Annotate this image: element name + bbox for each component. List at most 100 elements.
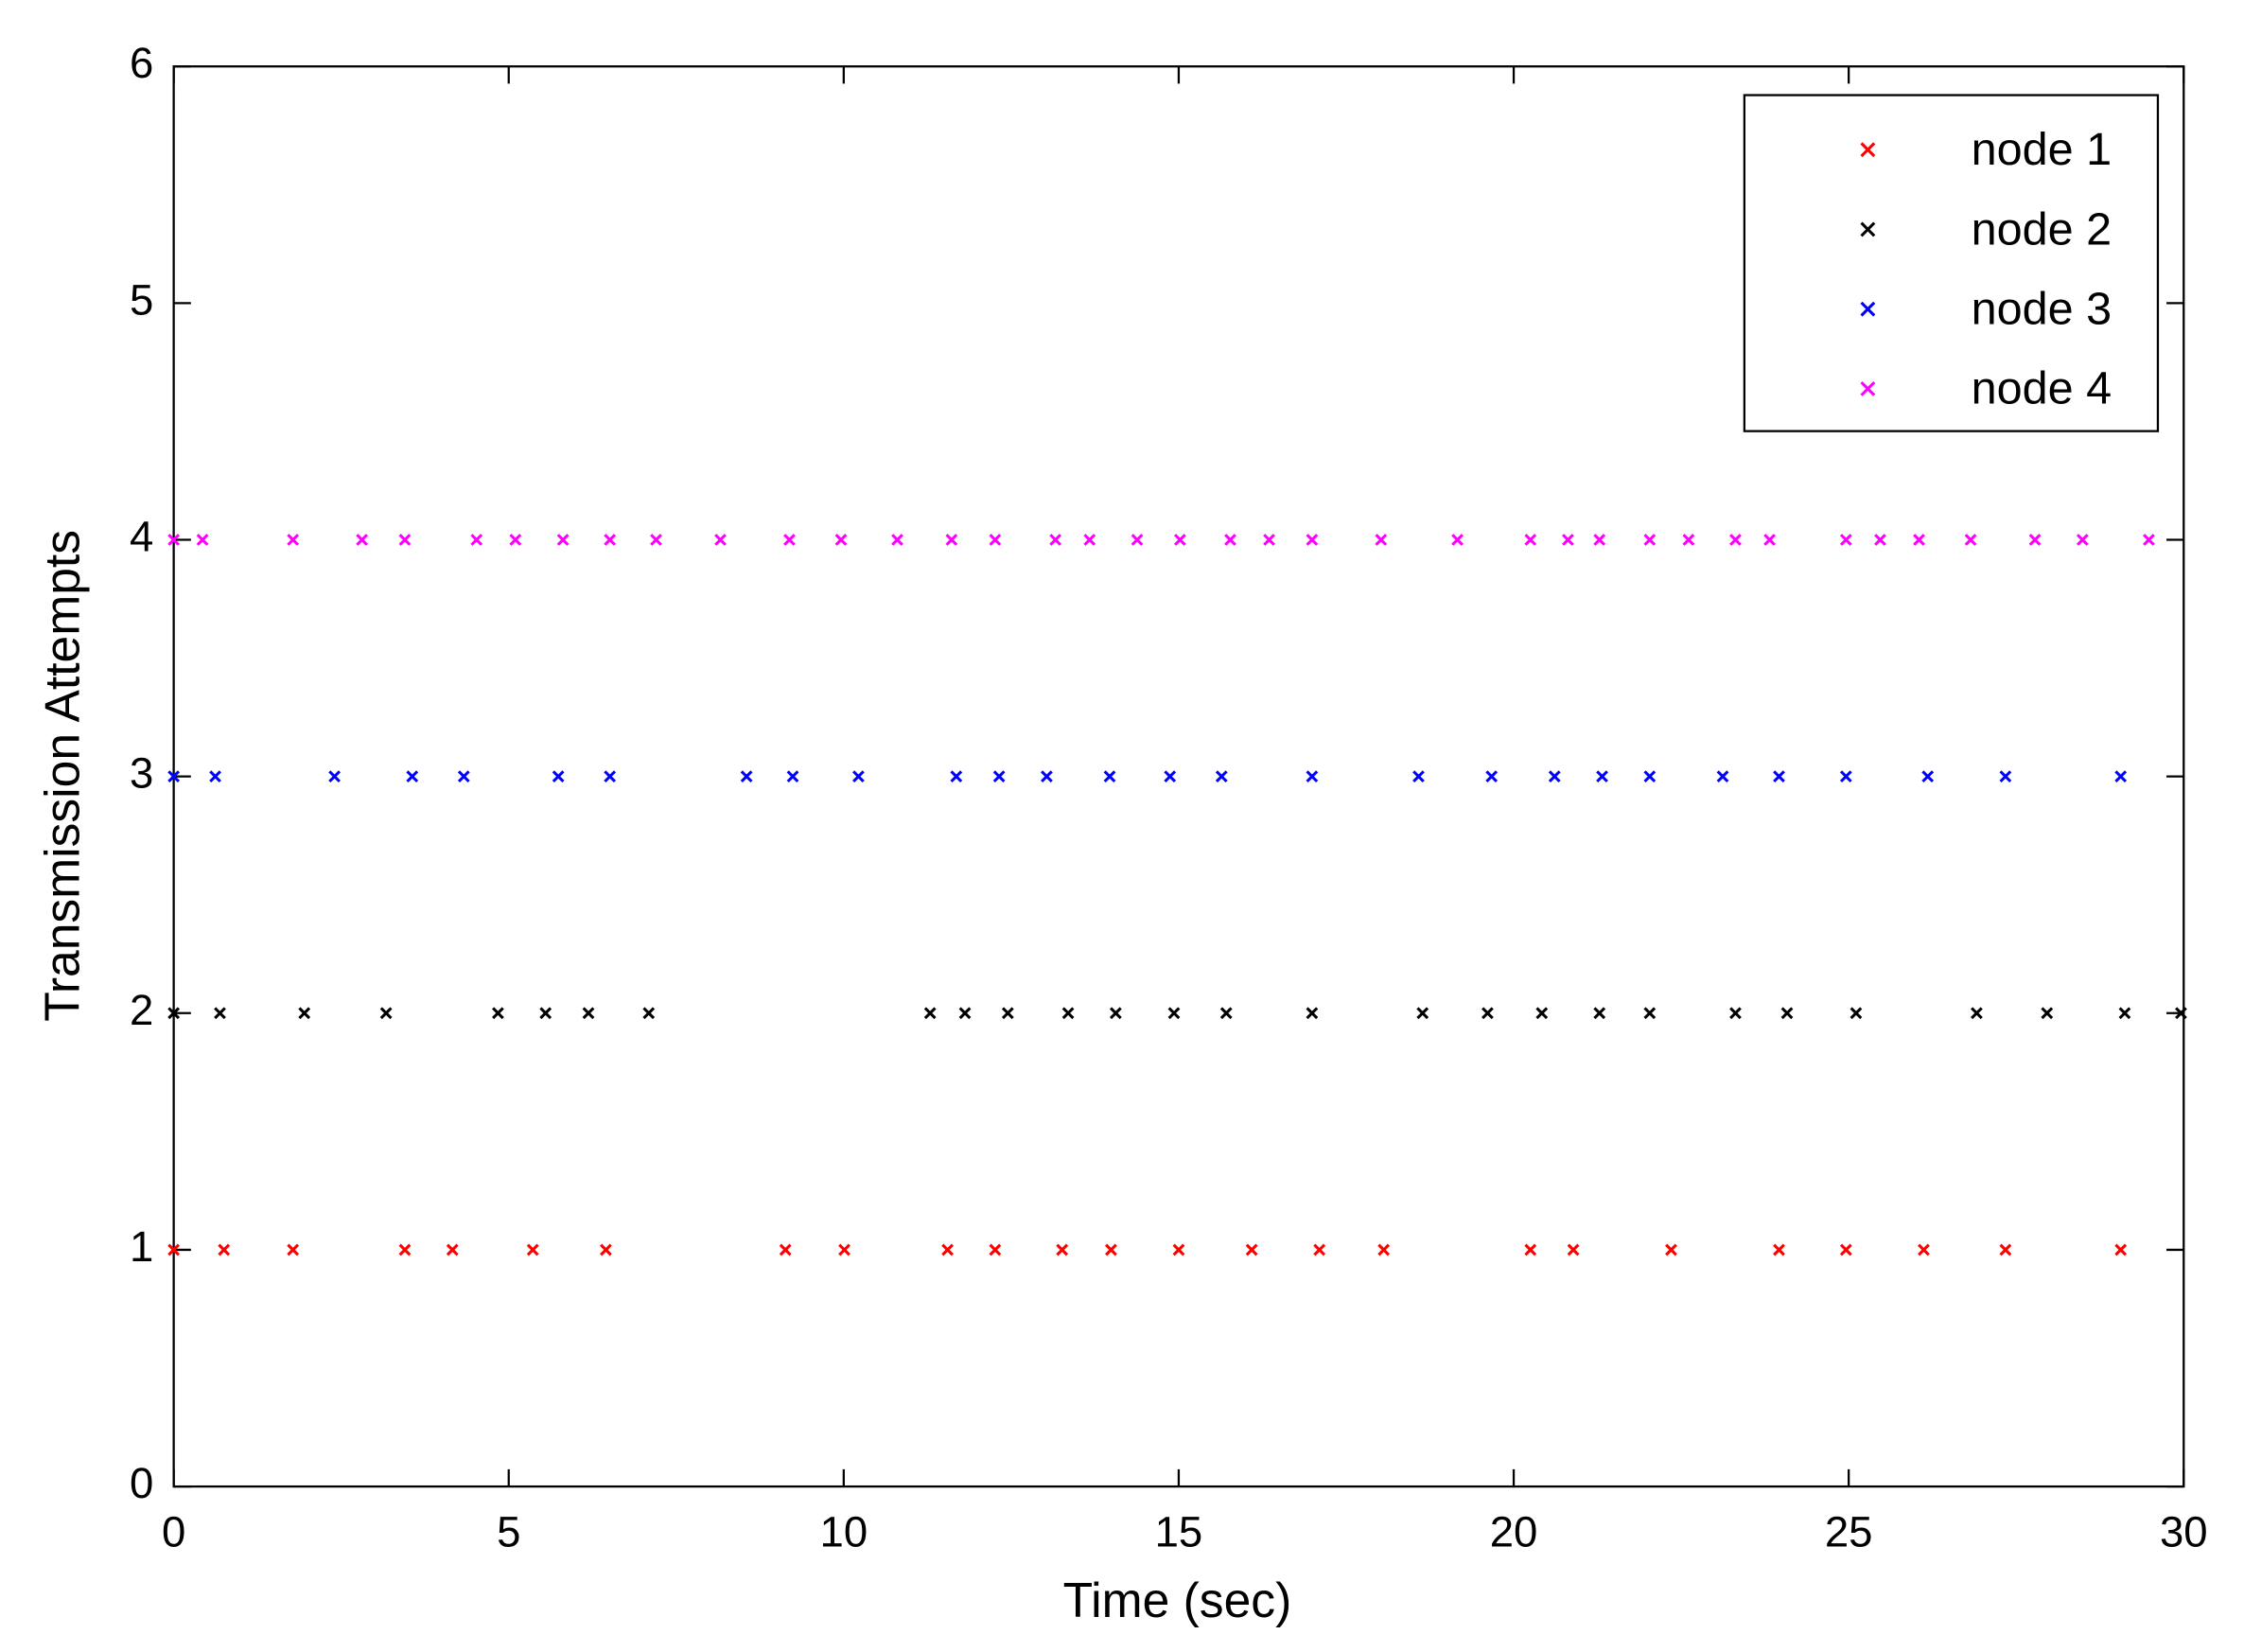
data-point — [2114, 770, 2128, 783]
x-tick-label: 15 — [1155, 1508, 1203, 1556]
data-point — [1375, 534, 1388, 546]
data-point — [1643, 770, 1657, 783]
data-point — [1596, 770, 1608, 783]
data-point — [167, 534, 181, 546]
data-point — [1548, 770, 1561, 783]
legend-box — [1743, 94, 2160, 432]
data-point — [1921, 770, 1935, 783]
x-tick-label: 10 — [820, 1508, 868, 1556]
legend-label: node 1 — [1972, 124, 2113, 175]
data-point — [1131, 534, 1144, 546]
data-point — [1839, 770, 1852, 783]
legend-label: node 2 — [1972, 203, 2113, 255]
y-tick-label: 5 — [130, 275, 153, 324]
data-point — [2114, 1243, 2128, 1257]
data-point — [379, 1007, 393, 1020]
data-point — [1377, 1243, 1391, 1257]
x-tick-label: 20 — [1490, 1508, 1538, 1556]
data-point — [1729, 534, 1742, 546]
data-point — [989, 1243, 1002, 1257]
data-point — [287, 534, 300, 546]
legend-label: node 3 — [1972, 284, 2113, 335]
data-point — [1001, 1007, 1014, 1020]
data-point — [1524, 1243, 1537, 1257]
data-point — [2175, 1007, 2187, 1020]
data-point — [1773, 1243, 1785, 1257]
data-point — [852, 770, 865, 783]
data-point — [552, 770, 565, 783]
legend-marker — [1860, 301, 1876, 317]
data-point — [2028, 534, 2042, 546]
data-point — [1839, 1243, 1852, 1257]
x-tick-label: 0 — [162, 1508, 185, 1556]
data-point — [600, 1243, 612, 1257]
data-point — [209, 770, 221, 783]
data-point — [1105, 1243, 1117, 1257]
legend-marker — [1860, 221, 1876, 237]
data-point — [492, 1007, 504, 1020]
data-point — [298, 1007, 311, 1020]
data-point — [218, 1243, 231, 1257]
legend-label: node 4 — [1972, 363, 2113, 414]
data-point — [783, 534, 796, 546]
data-point — [1412, 770, 1425, 783]
data-point — [1485, 770, 1499, 783]
data-point — [604, 534, 617, 546]
data-point — [891, 534, 903, 546]
data-point — [1224, 534, 1236, 546]
data-point — [196, 534, 209, 546]
data-point — [834, 534, 848, 546]
x-axis-label: Time (sec) — [1063, 1573, 1292, 1627]
data-point — [941, 1243, 954, 1257]
data-point — [1306, 534, 1319, 546]
data-point — [1567, 1243, 1580, 1257]
data-point — [945, 534, 958, 546]
y-tick-label: 4 — [130, 513, 153, 561]
data-point — [642, 1007, 656, 1020]
data-point — [1773, 770, 1785, 783]
data-point — [1245, 1243, 1258, 1257]
data-point — [1763, 534, 1776, 546]
y-tick-label: 6 — [130, 39, 153, 87]
data-point — [1167, 1007, 1181, 1020]
data-point — [1562, 534, 1574, 546]
data-point — [650, 534, 662, 546]
data-point — [1061, 1007, 1075, 1020]
data-point — [1999, 1243, 2012, 1257]
data-point — [923, 1007, 937, 1020]
data-point — [1918, 1243, 1930, 1257]
data-point — [1481, 1007, 1494, 1020]
data-point — [786, 770, 799, 783]
data-point — [958, 1007, 972, 1020]
data-point — [1306, 770, 1319, 783]
data-point — [509, 534, 522, 546]
data-point — [604, 770, 617, 783]
data-point — [539, 1007, 552, 1020]
y-tick-label: 3 — [130, 749, 153, 798]
data-point — [328, 770, 341, 783]
data-point — [1682, 534, 1695, 546]
data-point — [1780, 1007, 1794, 1020]
data-point — [1173, 534, 1186, 546]
data-point — [1643, 534, 1657, 546]
legend-marker — [1860, 142, 1876, 158]
data-point — [989, 534, 1002, 546]
data-point — [287, 1243, 300, 1257]
data-point — [1451, 534, 1464, 546]
data-point — [1306, 1007, 1319, 1020]
data-point — [2143, 534, 2155, 546]
data-point — [1535, 1007, 1549, 1020]
data-point — [950, 770, 963, 783]
data-point — [1964, 534, 1977, 546]
data-point — [167, 770, 181, 783]
data-point — [214, 1007, 226, 1020]
data-point — [2041, 1007, 2054, 1020]
legend-marker — [1860, 380, 1876, 396]
data-point — [1593, 1007, 1606, 1020]
data-point — [1263, 534, 1275, 546]
data-point — [1593, 534, 1606, 546]
data-point — [1716, 770, 1729, 783]
data-point — [1049, 534, 1062, 546]
data-point — [1416, 1007, 1429, 1020]
data-point — [167, 1007, 181, 1020]
